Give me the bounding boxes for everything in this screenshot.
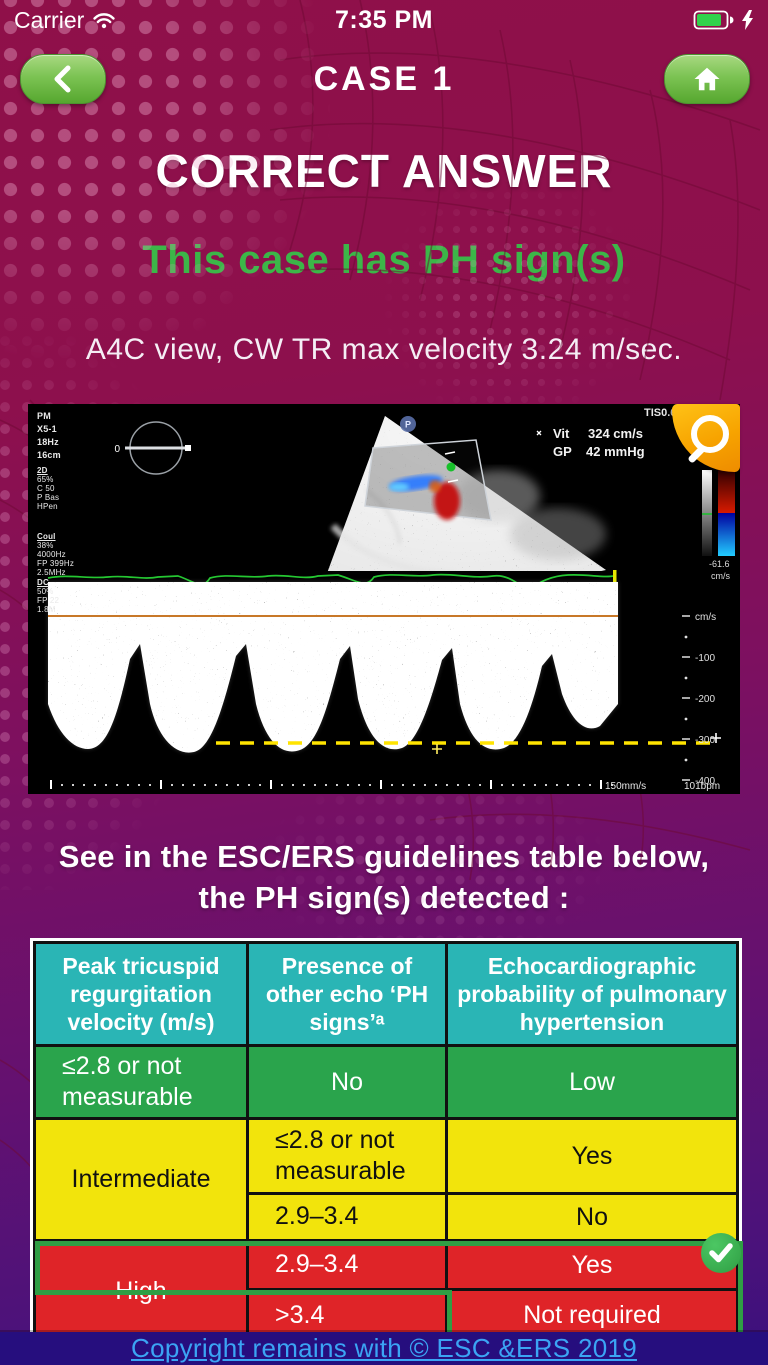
heart-rate-label: 101bpm [684,781,720,792]
guidelines-heading: See in the ESC/ERS guidelines table belo… [0,836,768,918]
home-icon [694,67,720,91]
col-header-probability: Echocardiographic probability of pulmona… [448,944,736,1044]
echo-label: HPen [37,502,58,511]
magnifier-icon [691,415,729,453]
clock: 7:35 PM [335,5,433,34]
echo-label: 38% [37,541,54,550]
echo-label: 2.5MHz [37,568,66,577]
table-cell-detected: 2.9–3.4 [249,1242,445,1288]
table-cell: ≤2.8 or not measurable [249,1120,445,1192]
echo-label: 50% [37,587,54,596]
gradient-measurement-value: 42 mmHg [586,444,645,459]
echo-label: 1.8M [37,605,56,614]
table-cell-high: High [36,1242,246,1340]
guidelines-heading-line1: See in the ESC/ERS guidelines table belo… [58,839,710,874]
table-cell: 2.9–3.4 [249,1195,445,1239]
correct-answer-heading: CORRECT ANSWER [155,145,613,197]
echo-label: DC [37,578,49,587]
echo-label: 65% [37,475,54,484]
echo-label: 4000Hz [37,550,66,559]
detected-check-badge [701,1233,741,1273]
ph-sign-subheading: This case has PH sign(s) [142,238,626,282]
scale-300: -300 [695,735,715,746]
esc-ers-guidelines-table: Peak tricuspid regurgitation velocity (m… [30,938,743,1347]
battery-icon [693,10,734,30]
table-cell-intermediate: Intermediate [36,1120,246,1239]
scale-100: -100 [695,653,715,664]
colorbar-value: -61.6 [709,559,730,569]
app-header: CASE 1 [0,40,768,118]
colorbar-unit: cm/s [711,571,730,581]
echo-label: FP 22 [37,596,60,605]
charging-bolt-icon [742,10,753,30]
page-title: CASE 1 [313,59,455,98]
gradient-measurement-label: GP [553,444,572,459]
sweep-speed-label: 150mm/s [605,781,646,792]
echo-label: 16cm [37,450,61,460]
echo-label: 2D [37,466,48,475]
scale-400: -400 [695,776,715,787]
table-cell: No [448,1195,736,1239]
table-cell: ≤2.8 or not measurable [36,1047,246,1117]
home-button[interactable] [664,54,750,104]
copyright-link[interactable]: Copyright remains with © ESC &ERS 2019 [131,1333,637,1363]
back-button[interactable] [20,54,106,104]
angle-label: 0 [114,444,120,455]
echo-info-block: PM X5-1 18Hz 16cm [37,410,61,462]
table-cell: Low [448,1047,736,1117]
chevron-left-icon [54,65,71,93]
echocardiogram-image: P 0 TIS0.6 Vit 324 cm/s GP 42 mmHg -61.6… [28,404,740,794]
echo-label: P Bas [37,493,60,502]
copyright-bar: Copyright remains with © ESC &ERS 2019 [0,1332,768,1365]
echo-label: FP 399Hz [37,559,75,568]
echo-color-settings: Coul 38% 4000Hz FP 399Hz 2.5MHz [37,532,74,577]
guidelines-heading-line2: the PH sign(s) detected : [198,880,570,915]
echo-render: P 0 TIS0.6 Vit 324 cm/s GP 42 mmHg -61.6… [28,404,740,794]
table-cell: Yes [448,1120,736,1192]
table-cell: No [249,1047,445,1117]
velocity-measurement-value: 324 cm/s [588,426,643,441]
echo-2d-settings: 2D 65% C 50 P Bas HPen [37,466,59,511]
col-header-other-signs: Presence of other echo ‘PH signs’ᵃ [249,944,445,1044]
measurement-detail: A4C view, CW TR max velocity 3.24 m/sec. [85,333,683,366]
carrier-label: Carrier [14,6,85,33]
echo-label: X5-1 [37,424,57,434]
scale-baseline: cm/s [695,612,716,623]
echo-cw-settings: DC 50% FP 22 1.8M [37,578,59,614]
halftone-dots [380,170,640,430]
velocity-measurement-label: Vit [553,426,570,441]
table-cell-detected: Yes [448,1242,736,1288]
scale-200: -200 [695,694,715,705]
echo-label: PM [37,411,51,421]
status-bar: Carrier 7:35 PM [0,0,768,40]
checkmark-icon [709,1243,733,1263]
col-header-velocity: Peak tricuspid regurgitation velocity (m… [36,944,246,1044]
echo-label: C 50 [37,484,55,493]
wifi-icon [93,13,115,29]
echo-label: Coul [37,532,56,541]
tis-label: TIS0.6 [644,407,676,419]
probe-orientation-badge: P [405,420,411,430]
echo-label: 18Hz [37,437,59,447]
